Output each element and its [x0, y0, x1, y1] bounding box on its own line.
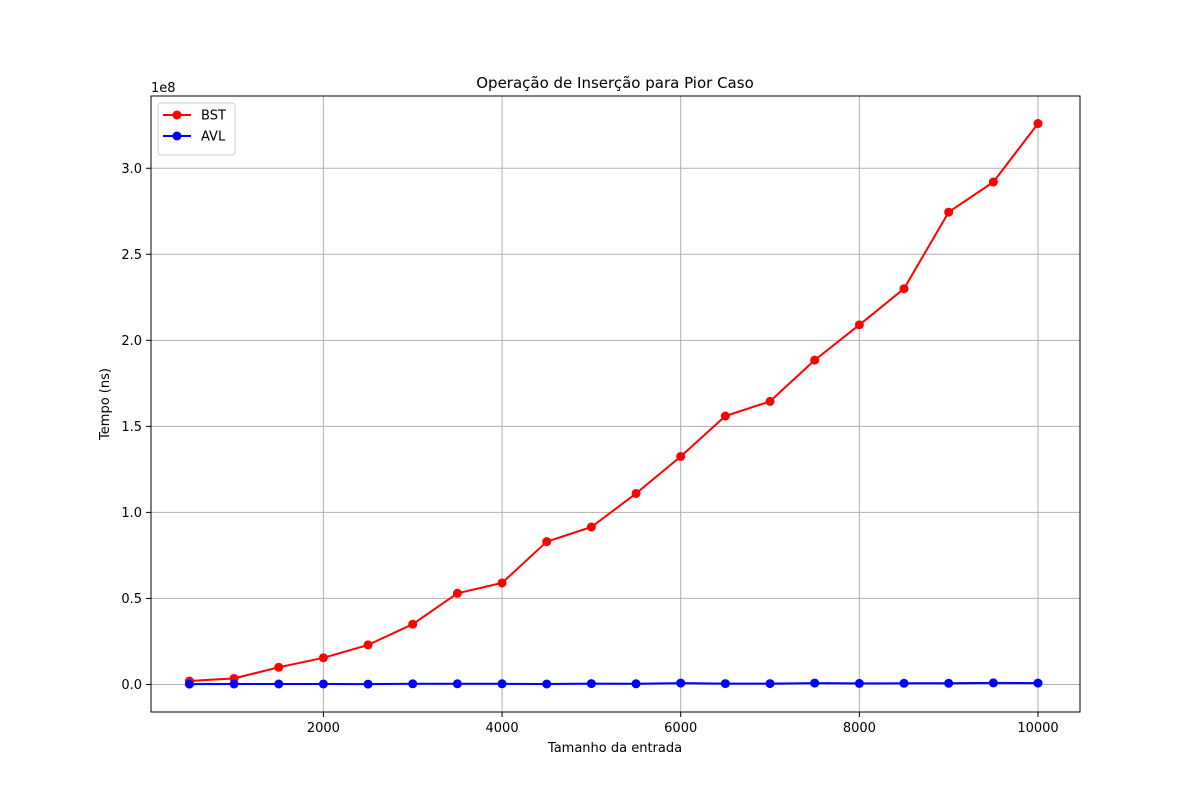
legend-marker-avl [172, 131, 182, 141]
data-point-bst [274, 662, 284, 672]
data-point-avl [274, 679, 284, 689]
data-point-bst [542, 537, 552, 547]
data-point-bst [944, 207, 954, 217]
legend-label-avl: AVL [201, 130, 226, 145]
data-point-bst [631, 488, 641, 498]
legend-label-bst: BST [201, 109, 226, 124]
x-tick-label: 4000 [486, 721, 519, 736]
data-point-avl [497, 679, 507, 689]
data-point-avl [631, 679, 641, 689]
data-point-bst [408, 619, 418, 629]
data-point-avl [363, 679, 373, 689]
series-line-bst [189, 122, 1039, 682]
legend: BST AVL [157, 102, 236, 156]
data-point-avl [676, 678, 686, 688]
data-point-avl [854, 678, 864, 688]
y-tick-label: 0.5 [121, 592, 142, 607]
data-point-avl [586, 679, 596, 689]
data-point-avl [542, 679, 552, 689]
x-tick-label: 2000 [307, 721, 340, 736]
plot-frame [150, 95, 1081, 713]
y-tick-label: 2.0 [121, 334, 142, 349]
series-lines [184, 119, 1043, 689]
data-point-bst [810, 355, 820, 365]
x-tick-label: 10000 [1017, 721, 1058, 736]
data-point-avl [1033, 678, 1043, 688]
x-axis-label: Tamanho da entrada [547, 741, 682, 756]
data-point-bst [854, 320, 864, 330]
y-tick-label: 0.0 [121, 678, 142, 693]
data-point-avl [184, 679, 194, 689]
data-point-avl [765, 679, 775, 689]
y-offset-label: 1e8 [151, 81, 176, 96]
x-tick-label: 8000 [843, 721, 876, 736]
data-point-avl [408, 679, 418, 689]
y-axis-label: Tempo (ns) [98, 368, 113, 441]
data-point-avl [810, 678, 820, 688]
data-point-avl [720, 679, 730, 689]
data-point-avl [229, 679, 239, 689]
data-point-avl [452, 679, 462, 689]
data-point-bst [586, 522, 596, 532]
data-point-bst [676, 451, 686, 461]
y-tick-label: 1.5 [121, 420, 142, 435]
x-tick-label: 6000 [664, 721, 697, 736]
y-tick-label: 2.5 [121, 248, 142, 263]
data-point-bst [363, 640, 373, 650]
data-point-avl [318, 679, 328, 689]
chart-title: Operação de Inserção para Pior Caso [476, 74, 754, 92]
y-tick-label: 1.0 [121, 506, 142, 521]
axes: 2000 4000 6000 8000 10000 0.0 0.5 1.0 1.5 2.0 2.5 3… [121, 95, 1081, 736]
data-point-avl [988, 678, 998, 688]
legend-marker-bst [172, 110, 182, 120]
data-point-avl [944, 678, 954, 688]
data-point-bst [720, 411, 730, 421]
data-point-bst [988, 177, 998, 187]
data-point-bst [765, 396, 775, 406]
series-line-avl [189, 681, 1039, 686]
data-point-bst [452, 588, 462, 598]
data-point-avl [899, 678, 909, 688]
y-tick-label: 3.0 [121, 162, 142, 177]
data-point-bst [1033, 119, 1043, 129]
data-point-bst [318, 653, 328, 663]
data-point-bst [899, 284, 909, 294]
data-point-bst [497, 578, 507, 588]
